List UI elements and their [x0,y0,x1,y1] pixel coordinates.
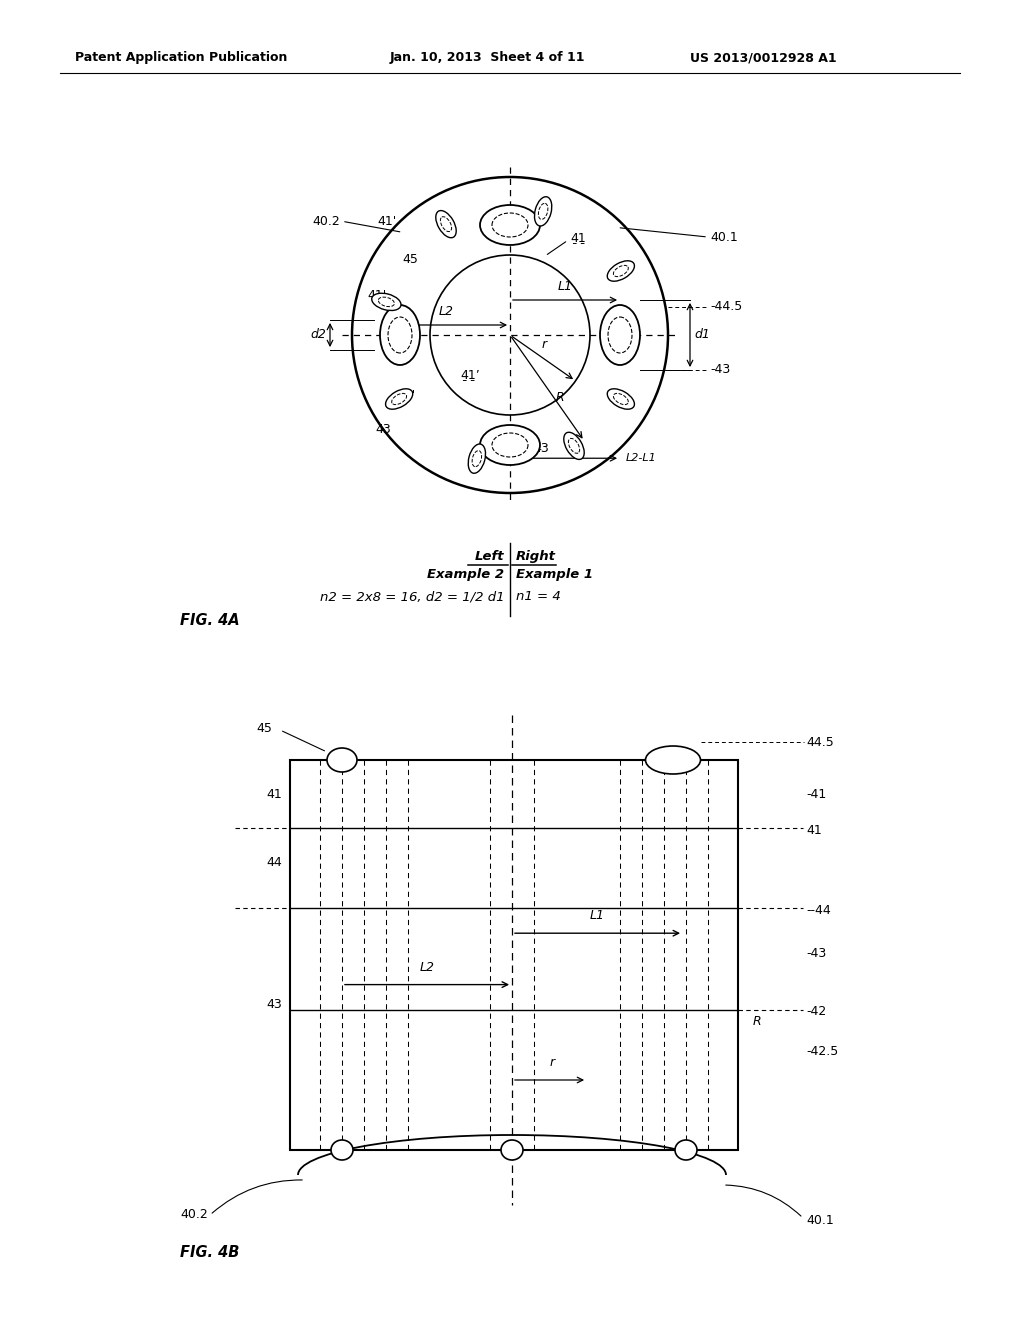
Text: 41: 41 [806,824,821,837]
Text: Patent Application Publication: Patent Application Publication [75,51,288,65]
Text: R: R [753,1015,762,1027]
Text: 40.2: 40.2 [312,215,340,228]
Text: r: r [542,338,547,351]
Ellipse shape [436,211,457,238]
Ellipse shape [386,389,413,409]
Text: 44.5: 44.5 [806,735,834,748]
Text: 43: 43 [266,998,282,1011]
Text: -42: -42 [806,1005,826,1018]
Text: n1 = 4: n1 = 4 [516,590,561,603]
Text: d2: d2 [310,329,326,342]
Text: -44.5: -44.5 [710,300,742,313]
Ellipse shape [331,1140,353,1160]
Ellipse shape [327,748,357,772]
Ellipse shape [535,197,552,226]
Text: -43: -43 [806,946,826,960]
Ellipse shape [600,305,640,366]
Ellipse shape [501,1140,523,1160]
Text: -43: -43 [710,363,730,376]
Text: L2: L2 [420,961,434,974]
Text: Example 1: Example 1 [516,568,593,581]
Text: Left: Left [474,550,504,564]
Text: L2: L2 [438,305,454,318]
Text: 4̱1̱: 4̱1̱ [570,231,586,243]
Text: 43: 43 [376,424,391,437]
Text: 43: 43 [534,442,550,455]
Ellipse shape [645,746,700,774]
Text: d1: d1 [694,329,710,342]
Ellipse shape [380,305,420,366]
Text: L2-L1: L2-L1 [626,453,656,463]
Text: r: r [550,1056,555,1069]
Text: n2 = 2x8 = 16, d2 = 1/2 d1: n2 = 2x8 = 16, d2 = 1/2 d1 [319,590,504,603]
Ellipse shape [564,432,585,459]
Text: FIG. 4A: FIG. 4A [180,612,240,628]
Text: 44: 44 [266,857,282,870]
Text: -42.5: -42.5 [806,1045,839,1059]
Ellipse shape [372,293,401,310]
Ellipse shape [607,389,635,409]
Text: 40.1: 40.1 [710,231,737,243]
Text: 45: 45 [256,722,272,734]
Text: 41': 41' [368,289,387,302]
Ellipse shape [607,261,635,281]
Text: 40.1: 40.1 [806,1213,834,1226]
Text: -41: -41 [806,788,826,801]
Text: Right: Right [516,550,556,564]
Text: 4̱1̱’: 4̱1̱’ [461,368,480,381]
Bar [290,760,738,1150]
Text: Example 2: Example 2 [427,568,504,581]
Text: 41: 41 [266,788,282,801]
Text: FIG. 4B: FIG. 4B [180,1245,240,1261]
Ellipse shape [480,205,540,246]
Text: US 2013/0012928 A1: US 2013/0012928 A1 [690,51,837,65]
Ellipse shape [480,425,540,465]
Text: 45: 45 [402,252,419,265]
Text: L1: L1 [590,909,604,923]
Text: R: R [556,391,564,404]
Text: 41': 41' [396,388,415,401]
Text: Jan. 10, 2013  Sheet 4 of 11: Jan. 10, 2013 Sheet 4 of 11 [390,51,586,65]
Text: 41': 41' [377,215,396,228]
Text: 40.2: 40.2 [180,1209,208,1221]
Text: --44: --44 [806,904,830,916]
Ellipse shape [675,1140,697,1160]
Text: L1: L1 [557,280,572,293]
Ellipse shape [468,444,485,474]
